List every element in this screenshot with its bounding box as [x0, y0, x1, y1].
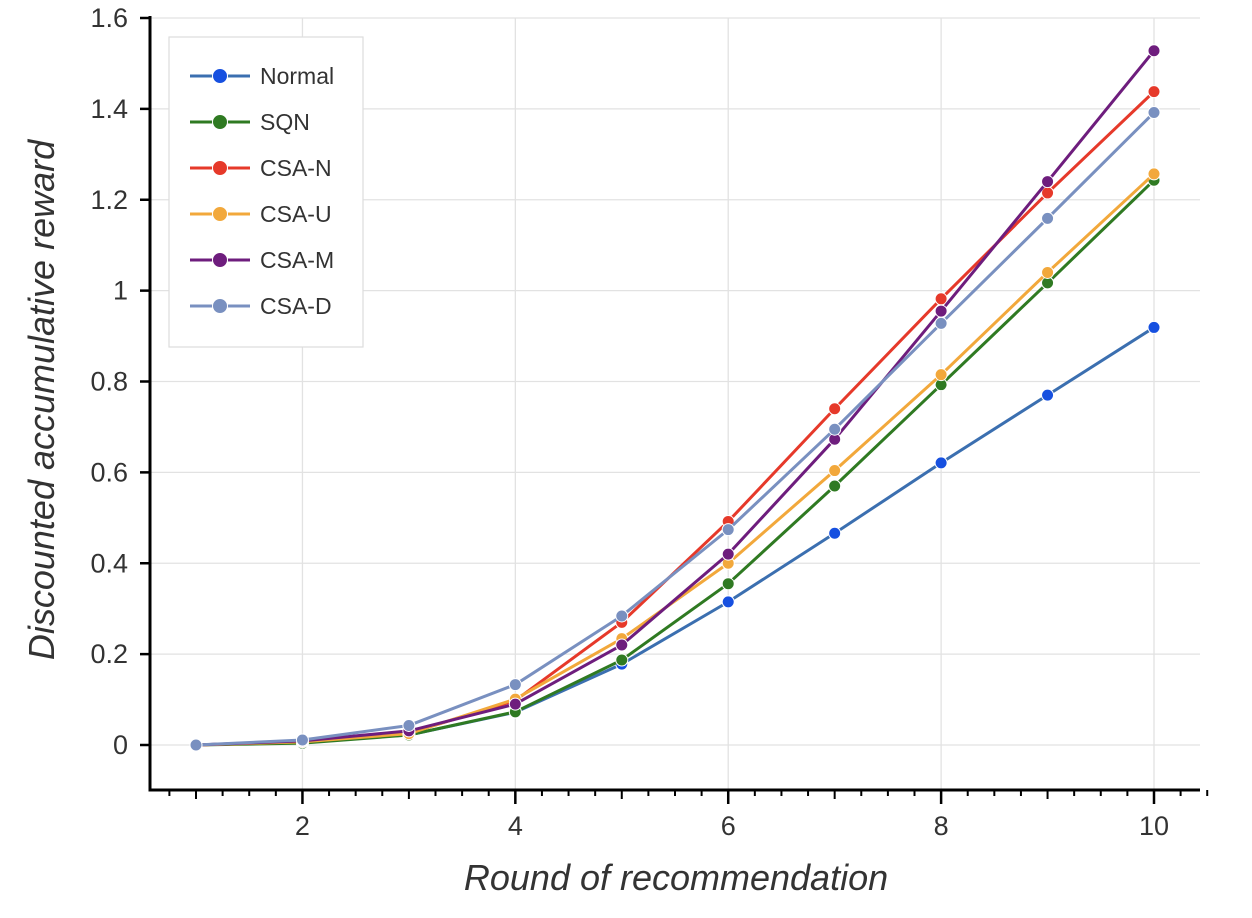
legend-label-csa-m: CSA-M — [260, 247, 334, 273]
data-point-csa-d — [721, 523, 735, 537]
data-point-csa-d — [402, 718, 416, 732]
legend-marker — [212, 114, 228, 130]
x-tick-label: 4 — [508, 811, 523, 841]
x-tick-label: 10 — [1139, 811, 1169, 841]
data-point-csa-d — [508, 678, 522, 692]
series-layer — [189, 44, 1161, 752]
data-point-csa-n — [934, 292, 948, 306]
legend-marker — [212, 160, 228, 176]
y-tick-label: 0.2 — [90, 639, 128, 669]
data-point-csa-n — [1147, 85, 1161, 99]
data-point-csa-m — [1041, 175, 1055, 189]
data-point-normal — [828, 526, 842, 540]
y-tick-label: 1.6 — [90, 3, 128, 33]
legend-label-sqn: SQN — [260, 109, 310, 135]
legend-marker — [212, 252, 228, 268]
data-point-csa-m — [1147, 44, 1161, 58]
series-line-csa-m — [195, 49, 1156, 747]
legend-marker — [212, 206, 228, 222]
data-point-normal — [1041, 388, 1055, 402]
data-point-csa-d — [295, 733, 309, 747]
y-tick-label: 0.6 — [90, 457, 128, 487]
legend-box — [168, 36, 364, 348]
data-point-csa-m — [721, 547, 735, 561]
series-line-csa-d — [195, 111, 1156, 747]
y-tick-label: 0 — [113, 730, 128, 760]
x-tick-label: 2 — [295, 811, 310, 841]
x-tick-label: 8 — [934, 811, 949, 841]
data-point-csa-d — [1041, 211, 1055, 225]
data-point-csa-u — [828, 464, 842, 478]
legend-label-csa-d: CSA-D — [260, 293, 332, 319]
data-point-normal — [721, 595, 735, 609]
data-point-csa-u — [1147, 167, 1161, 181]
y-tick-label: 1.4 — [90, 94, 128, 124]
x-axis-title: Round of recommendation — [464, 857, 888, 898]
y-tick-label: 0.8 — [90, 367, 128, 397]
y-axis-title: Discounted accumulative reward — [21, 139, 62, 660]
data-point-normal — [1147, 320, 1161, 334]
data-point-csa-d — [828, 422, 842, 436]
legend: Normal SQN CSA-N CSA-U CSA-M CSA-D — [168, 36, 364, 348]
y-tick-label: 0.4 — [90, 548, 128, 578]
axes: 0 0.2 0.4 0.6 0.8 1 1.2 1.4 1.6 2 4 6 8 10 — [90, 3, 1209, 841]
legend-label-csa-u: CSA-U — [260, 201, 332, 227]
data-point-csa-m — [934, 304, 948, 318]
legend-label-normal: Normal — [260, 63, 334, 89]
legend-label-csa-n: CSA-N — [260, 155, 332, 181]
x-tick-label: 6 — [721, 811, 736, 841]
y-tick-label: 1.2 — [90, 185, 128, 215]
legend-marker — [212, 68, 228, 84]
y-tick-label: 1 — [113, 276, 128, 306]
legend-marker — [212, 298, 228, 314]
data-point-csa-d — [1147, 106, 1161, 120]
data-point-csa-m — [615, 638, 629, 652]
data-point-csa-n — [828, 402, 842, 416]
data-point-csa-m — [508, 697, 522, 711]
data-point-sqn — [615, 653, 629, 667]
data-point-csa-u — [1041, 265, 1055, 279]
series-line-normal — [195, 326, 1155, 747]
data-point-csa-d — [934, 316, 948, 330]
data-point-sqn — [828, 479, 842, 493]
data-point-csa-d — [615, 609, 629, 623]
data-point-csa-d — [189, 738, 203, 752]
data-point-sqn — [721, 577, 735, 591]
data-point-normal — [934, 456, 948, 470]
data-point-csa-u — [934, 368, 948, 382]
